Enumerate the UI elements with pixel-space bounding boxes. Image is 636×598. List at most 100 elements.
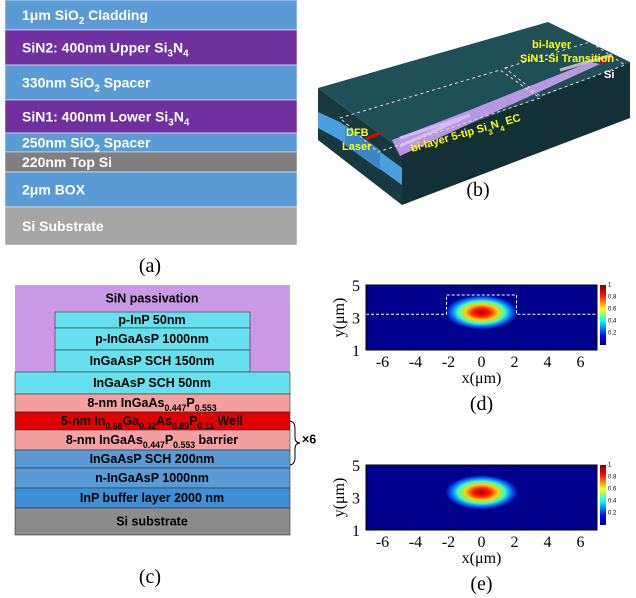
y-tick-label: 1: [352, 343, 360, 360]
y-tick-label: 3: [352, 491, 360, 508]
text-run: InGaAsP SCH 200nm: [90, 452, 215, 466]
text-run: P: [165, 433, 173, 447]
colorbar-tick-label: 0.8: [608, 295, 617, 301]
layer-label: 220nm Top Si: [22, 154, 112, 170]
layer-label: InGaAsP SCH 200nm: [90, 452, 215, 466]
y-axis-label: y(μm): [331, 478, 348, 518]
panel-label: (c): [139, 566, 161, 588]
text-run: 220nm Top Si: [22, 154, 112, 170]
subscript: 0.447: [143, 440, 165, 450]
text-run: SiN2: 400nm Upper Si: [22, 39, 168, 55]
text-run: 8-nm InGaAs: [87, 396, 164, 410]
text-run: Spacer: [100, 134, 151, 150]
colorbar-tick-label: 0.4: [608, 319, 617, 325]
text-run: N: [173, 39, 183, 55]
colorbar-tick-label: 0.2: [608, 511, 617, 517]
annotation: bi-layer: [532, 39, 572, 51]
x-tick-label: 0: [478, 354, 486, 371]
text-run: P: [189, 414, 197, 428]
layer-label: n-InGaAsP 1000nm: [95, 471, 209, 485]
y-tick-label: 3: [352, 311, 360, 328]
subscript: 4: [184, 118, 190, 129]
panel-label: (a): [139, 255, 161, 277]
y-axis-label: y(μm): [331, 298, 348, 338]
panel-label: (e): [470, 573, 492, 595]
x-tick-label: 6: [577, 354, 585, 371]
text-run: SiN1: 400nm Lower Si: [22, 108, 168, 124]
subscript: 0.553: [173, 440, 195, 450]
colorbar-tick-label: 0.6: [608, 487, 617, 493]
x-tick-label: -2: [442, 354, 455, 371]
x-tick-label: 2: [511, 354, 519, 371]
text-run: N: [174, 108, 184, 124]
text-run: 5-nm In: [61, 414, 105, 428]
text-run: InP buffer layer 2000 nm: [80, 491, 224, 505]
layer-label: SiN passivation: [105, 292, 198, 306]
layer-label: InP buffer layer 2000 nm: [80, 491, 224, 505]
x-tick-label: -4: [409, 534, 422, 551]
text-run: InGaAsP SCH 50nm: [93, 376, 211, 390]
layer-label: p-InP 50nm: [118, 313, 185, 327]
x-tick-label: -6: [376, 354, 389, 371]
y-tick-label: 5: [352, 278, 360, 295]
brace: [289, 421, 300, 465]
figure: 1μm SiO2​ CladdingSiN2: 400nm Upper Si3​…: [0, 0, 636, 598]
colorbar-tick-label: 1: [608, 283, 612, 289]
subscript: 4: [183, 49, 189, 60]
colorbar-tick-label: 0.2: [608, 331, 617, 337]
x-tick-label: 4: [544, 534, 552, 551]
text-run: 1μm SiO: [22, 7, 79, 23]
text-run: p-InGaAsP 1000nm: [95, 332, 209, 346]
layer-label: Si substrate: [116, 515, 188, 529]
text-run: n-InGaAsP 1000nm: [95, 471, 209, 485]
annotation: Si: [604, 69, 614, 81]
text-run: SiN passivation: [105, 292, 198, 306]
layer-label: InGaAsP SCH 150nm: [90, 354, 215, 368]
layer-label: p-InGaAsP 1000nm: [95, 332, 209, 346]
x-tick-label: -2: [442, 534, 455, 551]
text-run: p-InP 50nm: [118, 313, 185, 327]
chip-3d: [318, 22, 630, 205]
text-run: 2μm BOX: [22, 181, 86, 197]
panel-label: (d): [470, 393, 493, 415]
annotation: Laser: [342, 141, 372, 153]
text-run: 250nm SiO: [22, 134, 94, 150]
panel-label: (b): [466, 179, 489, 201]
text-run: Spacer: [100, 74, 151, 90]
annotation: DFB: [346, 127, 369, 139]
text-run: Si substrate: [116, 515, 188, 529]
text-run: P: [186, 396, 194, 410]
x-tick-label: 6: [577, 534, 585, 551]
mode-field: [446, 475, 518, 509]
colorbar-tick-label: 1: [608, 463, 612, 469]
mode-field: [446, 295, 518, 329]
text-run: barrier: [195, 433, 238, 447]
y-tick-label: 1: [352, 523, 360, 540]
colorbar: [600, 285, 606, 345]
colorbar-tick-label: 0.6: [608, 307, 617, 313]
layer-label: InGaAsP SCH 50nm: [93, 376, 211, 390]
x-axis-label: x(μm): [462, 370, 502, 387]
y-tick-label: 5: [352, 458, 360, 475]
annotation: SiN1-Si Transition: [520, 53, 614, 65]
x-tick-label: 4: [544, 354, 552, 371]
repeat-label: ×6: [302, 432, 316, 446]
text-run: Cladding: [84, 7, 148, 23]
colorbar-tick-label: 0.8: [608, 475, 617, 481]
text-run: InGaAsP SCH 150nm: [90, 354, 215, 368]
x-axis-label: x(μm): [462, 550, 502, 567]
text-run: 8-nm InGaAs: [66, 433, 143, 447]
x-tick-label: -4: [409, 354, 422, 371]
text-run: 330nm SiO: [22, 74, 94, 90]
layer-label: Si Substrate: [22, 218, 104, 234]
x-tick-label: 2: [511, 534, 519, 551]
x-tick-label: 0: [478, 534, 486, 551]
text-run: Ga: [122, 414, 140, 428]
text-run: Si Substrate: [22, 218, 104, 234]
colorbar: [600, 465, 606, 525]
colorbar-tick-label: 0.4: [608, 499, 617, 505]
text-run: Well: [214, 414, 243, 428]
layer-label: 2μm BOX: [22, 181, 86, 197]
text-run: As: [156, 414, 172, 428]
x-tick-label: -6: [376, 534, 389, 551]
